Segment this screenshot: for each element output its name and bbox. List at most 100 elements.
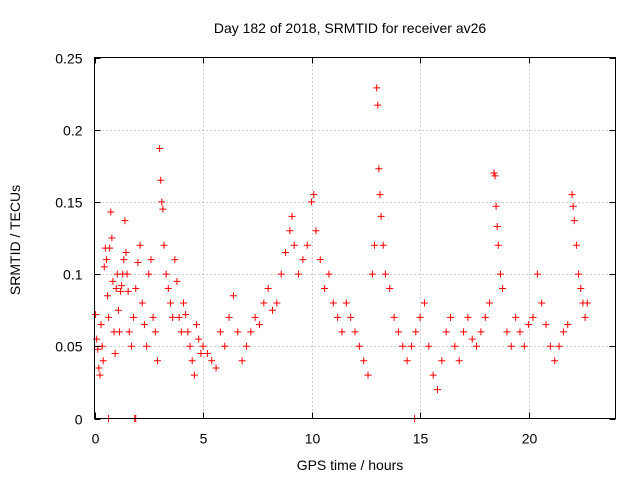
data-point	[203, 350, 211, 358]
data-point	[425, 342, 433, 350]
x-axis-tick-labels: 0 5 10 15 20	[92, 431, 538, 447]
x-tick-label: 15	[413, 431, 429, 447]
data-point	[260, 299, 268, 307]
data-point	[125, 328, 133, 336]
x-tick-label: 20	[522, 431, 538, 447]
data-point	[464, 313, 472, 321]
data-point	[374, 101, 382, 109]
data-point	[171, 256, 179, 264]
data-point	[569, 202, 577, 210]
data-point	[486, 299, 494, 307]
data-point	[158, 198, 166, 206]
chart-title: Day 182 of 2018, SRMTID for receiver av2…	[214, 20, 487, 36]
data-point	[460, 328, 468, 336]
data-point	[120, 256, 128, 264]
data-point	[118, 282, 126, 290]
data-point	[360, 357, 368, 365]
data-point	[496, 270, 504, 278]
data-point	[451, 342, 459, 350]
data-point	[109, 277, 117, 285]
data-point	[138, 299, 146, 307]
data-point	[169, 313, 177, 321]
data-point	[124, 287, 132, 295]
y-tick-label: 0.25	[55, 51, 82, 67]
data-point	[199, 342, 207, 350]
data-point	[447, 313, 455, 321]
data-point	[394, 328, 402, 336]
data-point	[106, 244, 114, 252]
data-point	[468, 335, 476, 343]
data-point	[208, 357, 216, 365]
data-point	[386, 285, 394, 293]
data-point	[520, 342, 528, 350]
data-point	[433, 386, 441, 394]
data-point	[177, 328, 185, 336]
data-point	[529, 313, 537, 321]
data-point	[329, 299, 337, 307]
data-point	[412, 328, 420, 336]
data-point	[104, 292, 112, 300]
data-point	[494, 241, 502, 249]
y-tick-label: 0	[75, 412, 83, 428]
data-point	[493, 222, 501, 230]
data-point	[442, 328, 450, 336]
data-point	[375, 165, 383, 173]
data-point	[491, 172, 499, 180]
data-point	[583, 299, 591, 307]
plot-frame	[94, 57, 616, 419]
data-point	[99, 357, 107, 365]
x-tick-label: 0	[92, 431, 100, 447]
data-point	[127, 342, 135, 350]
data-point	[157, 176, 165, 184]
data-point	[149, 313, 157, 321]
data-point	[147, 256, 155, 264]
data-point	[546, 342, 554, 350]
data-point	[140, 321, 148, 329]
data-point	[376, 191, 384, 199]
data-point	[551, 357, 559, 365]
data-point	[325, 270, 333, 278]
data-point	[288, 212, 296, 220]
data-point	[102, 256, 110, 264]
data-point	[251, 313, 259, 321]
y-axis-label: SRMTID / TECUs	[7, 185, 23, 295]
data-point	[112, 285, 120, 293]
data-point	[438, 357, 446, 365]
data-point	[282, 248, 290, 256]
data-point	[538, 299, 546, 307]
data-point	[490, 169, 498, 177]
data-point	[225, 313, 233, 321]
data-point	[111, 350, 119, 358]
data-point	[132, 285, 140, 293]
data-point	[277, 270, 285, 278]
data-point	[355, 342, 363, 350]
data-point	[273, 299, 281, 307]
data-point	[492, 202, 500, 210]
data-point	[371, 241, 379, 249]
data-point	[136, 241, 144, 249]
y-tick-label: 0.15	[55, 195, 82, 211]
data-point	[570, 217, 578, 225]
data-point	[290, 241, 298, 249]
data-point	[564, 321, 572, 329]
data-point	[114, 306, 122, 314]
data-point	[175, 313, 183, 321]
data-point	[255, 321, 263, 329]
data-point	[390, 313, 398, 321]
data-point	[559, 328, 567, 336]
data-point	[420, 299, 428, 307]
data-point	[234, 328, 242, 336]
data-point	[186, 342, 194, 350]
data-point	[95, 364, 103, 372]
y-axis-tick-labels: 0 0.05 0.1 0.15 0.2 0.25	[55, 51, 82, 428]
data-point	[477, 328, 485, 336]
data-point	[247, 328, 255, 336]
data-point	[473, 342, 481, 350]
data-point	[503, 328, 511, 336]
data-point	[180, 299, 188, 307]
data-point	[212, 364, 220, 372]
data-point	[216, 328, 224, 336]
data-point	[342, 299, 350, 307]
axis-ticks	[94, 57, 616, 420]
